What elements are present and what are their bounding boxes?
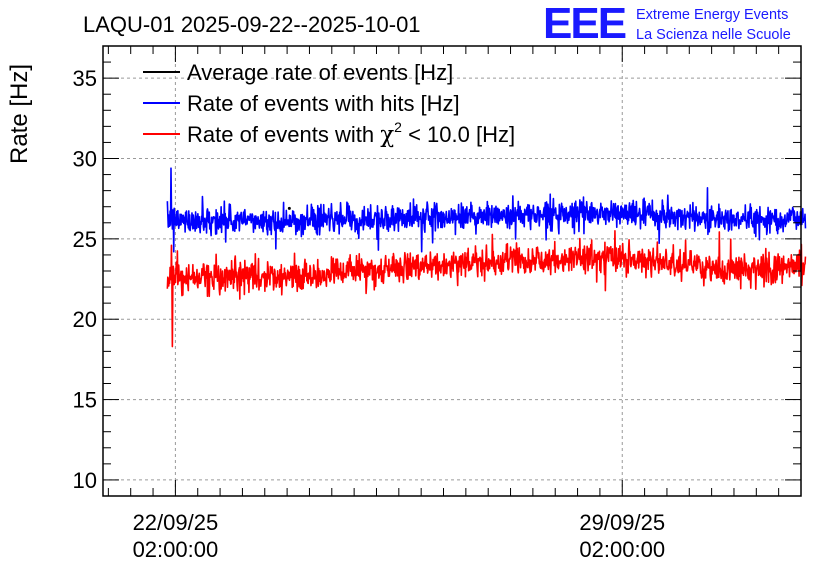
y-tick-label: 35: [73, 66, 97, 91]
x-tick-time: 02:00:00: [133, 537, 219, 562]
legend-chi2-prefix: Rate of events with: [187, 122, 380, 147]
eee-logo-text: EEE: [543, 0, 626, 48]
legend-label-chi2: Rate of events with χ2 < 10.0 [Hz]: [187, 119, 515, 148]
chart-title: LAQU-01 2025-09-22--2025-10-01: [83, 12, 421, 37]
legend-chi-symbol: χ: [380, 122, 394, 148]
eee-logo: EEE Extreme Energy Events La Scienza nel…: [543, 0, 791, 48]
legend-chi-superscript: 2: [394, 119, 402, 135]
y-tick-label: 20: [73, 307, 97, 332]
series-layer: [166, 167, 807, 348]
series-point-average: [287, 206, 291, 210]
series-line-chi2: [166, 230, 807, 348]
legend-label-average: Average rate of events [Hz]: [187, 60, 453, 85]
legend-label-hits: Rate of events with hits [Hz]: [187, 91, 460, 116]
y-axis-label: Rate [Hz]: [6, 64, 33, 164]
x-tick-time: 02:00:00: [579, 537, 665, 562]
y-tick-label: 15: [73, 388, 97, 413]
series-line-hits: [166, 167, 807, 253]
legend-chi2-suffix: < 10.0 [Hz]: [402, 122, 515, 147]
y-tick-label: 10: [73, 468, 97, 493]
logo-subtitle-1: Extreme Energy Events: [636, 7, 788, 23]
y-tick-label: 30: [73, 147, 97, 172]
y-tick-labels: 10 15 20 25 30 35: [73, 66, 97, 493]
y-tick-label: 25: [73, 227, 97, 252]
x-tick-date: 29/09/25: [579, 510, 665, 535]
x-tick-date: 22/09/25: [133, 510, 219, 535]
plot-frame: [102, 45, 802, 497]
legend: Average rate of events [Hz] Rate of even…: [143, 60, 515, 148]
logo-subtitle-2: La Scienza nelle Scuole: [636, 27, 791, 43]
